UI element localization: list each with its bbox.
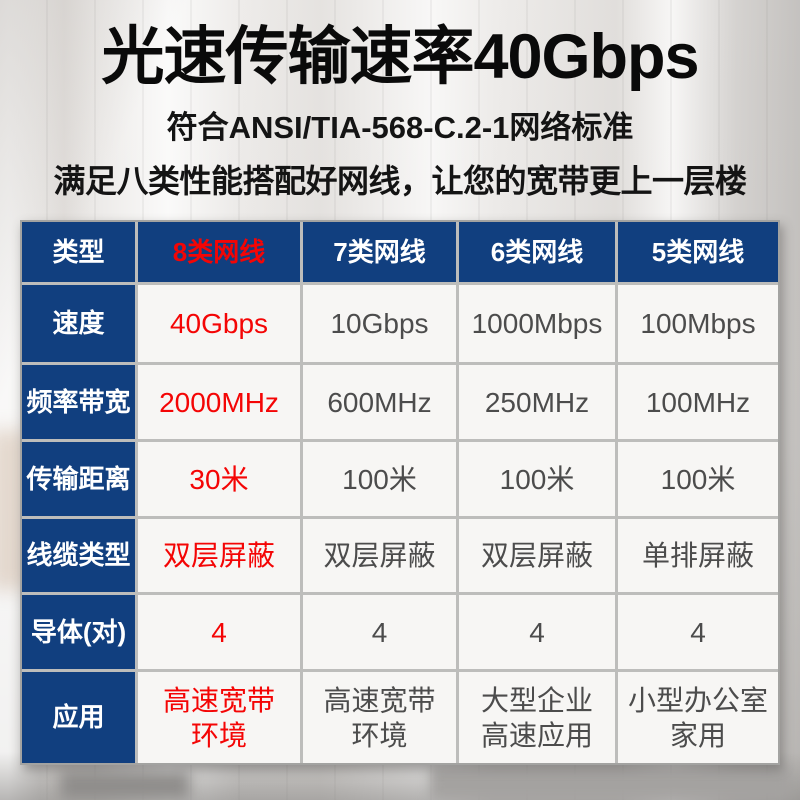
page-title: 光速传输速率40Gbps — [101, 22, 699, 92]
background-sofa-blur — [430, 768, 790, 800]
cell-cable-type-cat5: 单排屏蔽 — [618, 519, 778, 592]
cell-speed-cat6: 1000Mbps — [459, 285, 615, 362]
cell-cable-type-cat7: 双层屏蔽 — [303, 519, 456, 592]
cell-distance-cat6: 100米 — [459, 442, 615, 516]
cell-application-cat5: 小型办公室 家用 — [618, 672, 778, 763]
cell-conductors-cat5: 4 — [618, 595, 778, 669]
background-cabinet-blur — [60, 772, 190, 800]
cell-speed-cat5: 100Mbps — [618, 285, 778, 362]
cell-distance-cat7: 100米 — [303, 442, 456, 516]
label-speed: 速度 — [22, 285, 135, 362]
cell-application-cat6: 大型企业 高速应用 — [459, 672, 615, 763]
standard-subtitle: 符合ANSI/TIA-568-C.2-1网络标准 — [166, 109, 634, 145]
cell-conductors-cat6: 4 — [459, 595, 615, 669]
cell-conductors-cat8: 4 — [138, 595, 300, 669]
label-bandwidth: 频率带宽 — [22, 365, 135, 439]
cell-application-cat7: 高速宽带 环境 — [303, 672, 456, 763]
header-cat8: 8类网线 — [138, 222, 300, 282]
cell-conductors-cat7: 4 — [303, 595, 456, 669]
cell-bandwidth-cat5: 100MHz — [618, 365, 778, 439]
cell-cable-type-cat8: 双层屏蔽 — [138, 519, 300, 592]
cell-bandwidth-cat8: 2000MHz — [138, 365, 300, 439]
cell-bandwidth-cat6: 250MHz — [459, 365, 615, 439]
cell-speed-cat7: 10Gbps — [303, 285, 456, 362]
label-application: 应用 — [22, 672, 135, 763]
header-type: 类型 — [22, 222, 135, 282]
cell-distance-cat8: 30米 — [138, 442, 300, 516]
label-distance: 传输距离 — [22, 442, 135, 516]
label-conductors: 导体(对) — [22, 595, 135, 669]
headline-block: 光速传输速率40Gbps 符合ANSI/TIA-568-C.2-1网络标准 满足… — [0, 22, 800, 202]
benefit-subtitle: 满足八类性能搭配好网线，让您的宽带更上一层楼 — [53, 162, 747, 199]
label-cable-type: 线缆类型 — [22, 519, 135, 592]
header-cat5: 5类网线 — [618, 222, 778, 282]
cell-distance-cat5: 100米 — [618, 442, 778, 516]
cell-bandwidth-cat7: 600MHz — [303, 365, 456, 439]
cell-cable-type-cat6: 双层屏蔽 — [459, 519, 615, 592]
cell-speed-cat8: 40Gbps — [138, 285, 300, 362]
cell-application-cat8: 高速宽带 环境 — [138, 672, 300, 763]
header-cat6: 6类网线 — [459, 222, 615, 282]
header-cat7: 7类网线 — [303, 222, 456, 282]
comparison-table: 类型 8类网线 7类网线 6类网线 5类网线 速度 40Gbps 10Gbps … — [20, 220, 780, 765]
